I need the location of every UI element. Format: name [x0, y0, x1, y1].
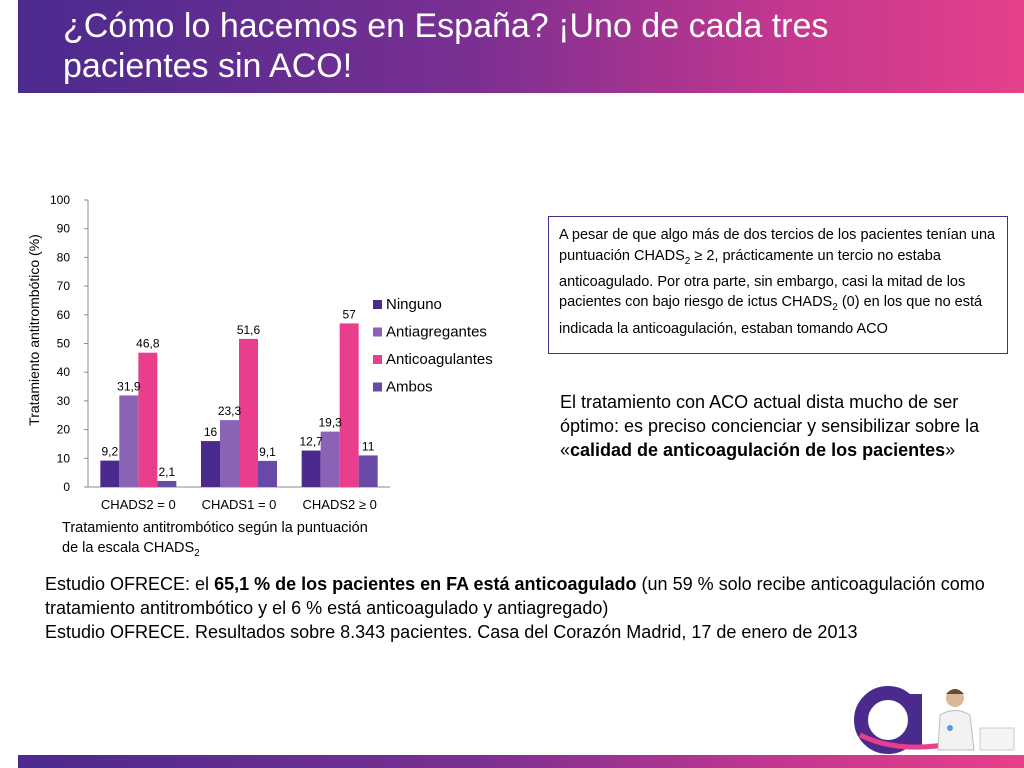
- y-tick-label: 100: [50, 193, 70, 207]
- aco-text-before: El tratamiento con ACO actual dista much…: [560, 392, 980, 460]
- bar: [258, 460, 277, 487]
- data-label: 16: [204, 425, 218, 439]
- y-tick-label: 20: [57, 423, 71, 437]
- title-line-2: pacientes sin ACO!: [63, 47, 353, 85]
- chads-subscript-2: 2: [832, 302, 838, 314]
- bar: [201, 441, 220, 487]
- legend-swatch: [373, 327, 382, 337]
- bar: [138, 352, 158, 487]
- legend: Ninguno Antiagregantes Anticoagulantes Ambo…: [373, 296, 493, 396]
- data-label: 57: [342, 307, 356, 321]
- bar: [157, 480, 177, 487]
- bar: [320, 431, 340, 487]
- data-label: 2,1: [158, 465, 175, 479]
- explanation-box: A pesar de que algo más de dos tercios d…: [548, 216, 1008, 354]
- bar: [119, 395, 139, 487]
- company-logo-icon: [854, 686, 1015, 754]
- legend-swatch: [373, 355, 382, 364]
- aco-statement: El tratamiento con ACO actual dista much…: [560, 390, 1010, 462]
- x-axis-title-main: de la escala CHADS: [62, 540, 194, 556]
- data-label: 11: [362, 439, 375, 453]
- study-result-after: (un 59 % solo recibe anticoagulación com…: [45, 574, 985, 618]
- data-label: 31,9: [117, 379, 141, 393]
- data-label: 23,3: [218, 404, 242, 418]
- x-axis-title-line-2: de la escala CHADS2: [62, 540, 200, 559]
- study-result-before: Estudio OFRECE: el: [45, 574, 215, 594]
- legend-swatch: [373, 300, 382, 309]
- header-banner: ¿Cómo lo hacemos en España? ¡Uno de cada…: [18, 0, 1024, 93]
- x-category-label: CHADS1 = 0: [202, 497, 277, 512]
- title-line-1: ¿Cómo lo hacemos en España? ¡Uno de cada…: [63, 7, 829, 45]
- footer-bar: [18, 755, 1024, 768]
- bar: [239, 338, 258, 487]
- y-tick-label: 10: [57, 451, 71, 465]
- y-tick-label: 30: [57, 394, 71, 408]
- bar: [100, 460, 120, 487]
- x-category-label: CHADS2 ≥ 0: [303, 497, 377, 512]
- legend-entry: Anticoagulantes: [386, 351, 493, 368]
- x-axis-title-line-1: Tratamiento antitrombótico según la punt…: [62, 520, 368, 536]
- x-axis-categories: CHADS2 = 0 CHADS1 = 0 CHADS2 ≥ 0: [101, 497, 377, 512]
- y-tick-label: 50: [57, 337, 71, 351]
- y-tick-label: 60: [57, 308, 71, 322]
- y-tick-label: 70: [57, 279, 71, 293]
- data-label: 46,8: [136, 337, 160, 351]
- y-tick-label: 80: [57, 250, 71, 264]
- study-summary: Estudio OFRECE: el 65,1 % de los pacient…: [45, 572, 995, 644]
- bar: [358, 455, 378, 487]
- data-label: 19,3: [318, 416, 342, 430]
- explanation-text-2: ≥ 2, prácticamente un tercio no estaba a…: [559, 247, 966, 311]
- legend-swatch: [373, 382, 382, 392]
- legend-entry: Ninguno: [386, 296, 442, 313]
- study-source: Estudio OFRECE. Resultados sobre 8.343 p…: [45, 622, 858, 642]
- data-label: 51,6: [237, 323, 261, 337]
- y-tick-label: 40: [57, 365, 71, 379]
- x-axis-title-subscript: 2: [194, 548, 200, 559]
- legend-entry: Antiagregantes: [386, 324, 487, 341]
- explanation-text-1: A pesar de que algo más de dos tercios d…: [559, 227, 996, 264]
- explanation-text-3: (0) en los que no está indicada la antic…: [559, 294, 983, 337]
- page-title: ¿Cómo lo hacemos en España? ¡Uno de cada…: [63, 6, 963, 86]
- chads-subscript-1: 2: [684, 255, 691, 267]
- legend-entry: Ambos: [386, 379, 433, 396]
- y-tick-label: 90: [57, 222, 71, 236]
- y-tick-label: 0: [63, 480, 70, 494]
- bar: [339, 323, 359, 487]
- bar: [220, 420, 239, 487]
- study-result-bold: 65,1 % de los pacientes en FA está antic…: [214, 574, 637, 594]
- study-result: Estudio OFRECE: el 65,1 % de los pacient…: [45, 572, 995, 620]
- aco-text-after: »: [945, 440, 956, 460]
- data-label: 9,2: [101, 445, 118, 459]
- bar: [301, 450, 321, 487]
- aco-text-bold: calidad de anticoagulación de los pacien…: [570, 440, 946, 460]
- bar-marks: [100, 323, 378, 487]
- x-category-label: CHADS2 = 0: [101, 497, 176, 512]
- y-axis-title: Tratamiento antitrombótico (%): [26, 234, 42, 426]
- data-label: 9,1: [259, 445, 276, 459]
- data-label: 12,7: [299, 435, 323, 449]
